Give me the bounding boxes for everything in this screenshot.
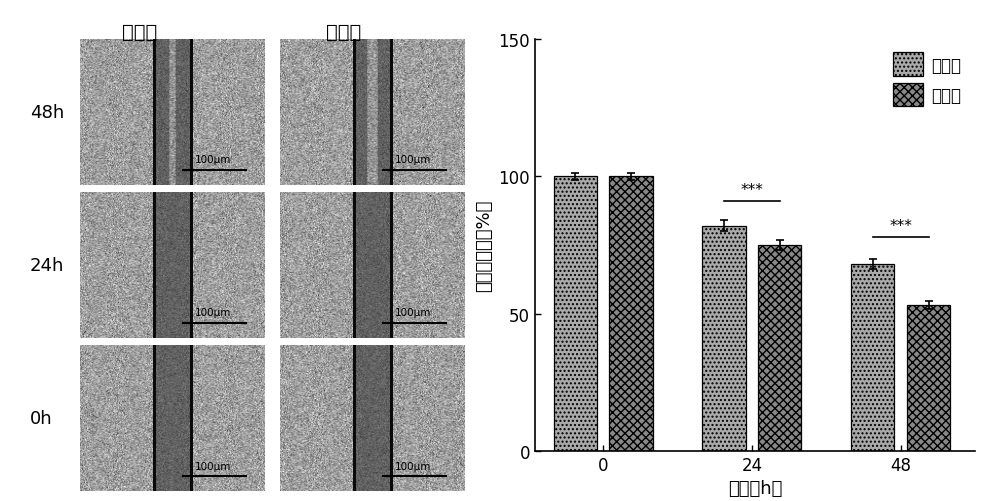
Text: 实验组: 实验组: [326, 23, 362, 42]
Bar: [609, 177, 653, 451]
Bar: [907, 306, 950, 451]
Text: 100μm: 100μm: [395, 155, 431, 165]
Bar: [554, 177, 597, 451]
Bar: [851, 265, 894, 451]
Bar: [702, 226, 746, 451]
Text: 24h: 24h: [30, 257, 64, 275]
Text: 100μm: 100μm: [395, 308, 431, 318]
Text: ***: ***: [740, 182, 763, 197]
Text: 48h: 48h: [30, 104, 64, 122]
Legend: 对照组, 实验组: 对照组, 实验组: [888, 49, 967, 112]
Text: 100μm: 100μm: [395, 460, 431, 470]
Text: 100μm: 100μm: [195, 460, 231, 470]
Text: 100μm: 100μm: [195, 155, 231, 165]
Text: ***: ***: [889, 218, 912, 233]
Text: 对照组: 对照组: [122, 23, 157, 42]
X-axis label: 时间（h）: 时间（h）: [728, 479, 782, 497]
Text: 100μm: 100μm: [195, 308, 231, 318]
Text: 0h: 0h: [30, 409, 53, 427]
Y-axis label: 伤口愈合率（%）: 伤口愈合率（%）: [475, 199, 493, 292]
Bar: [758, 245, 801, 451]
